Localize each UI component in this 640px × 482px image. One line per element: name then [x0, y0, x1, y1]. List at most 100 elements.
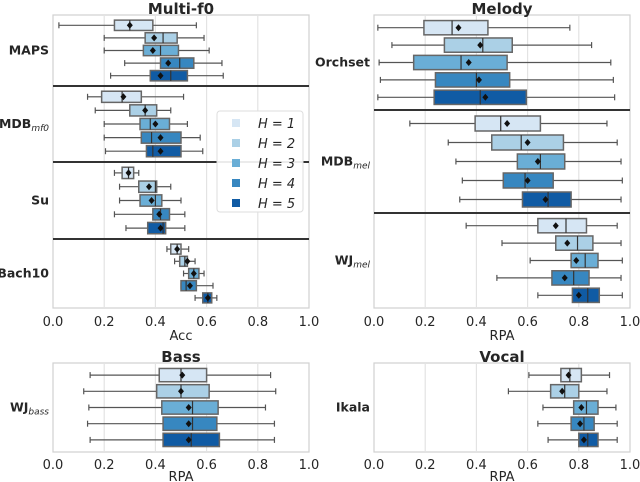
box-H1: [465, 217, 618, 234]
mean-marker: [174, 245, 181, 253]
x-tick-label: 0.0: [43, 458, 64, 473]
box-H3: [103, 44, 210, 57]
box-H2: [83, 383, 277, 399]
box-iqr: [113, 19, 154, 32]
mean-marker: [561, 274, 568, 282]
mean-marker: [185, 436, 192, 444]
panel-melody: 0.0 0.2 0.4 0.6 0.8 1.0MelodyRPAOrchsetMDBmel…: [315, 0, 640, 344]
legend-label: H = 4: [258, 177, 295, 192]
box-H5: [377, 89, 616, 106]
mean-marker: [186, 282, 193, 290]
box-iqr: [144, 31, 178, 44]
box-H5: [125, 221, 186, 235]
mean-marker: [157, 147, 164, 155]
box-H1: [528, 367, 611, 383]
box-H4: [180, 279, 214, 292]
x-tick-label: 0.2: [415, 315, 436, 330]
mean-marker: [165, 59, 172, 67]
legend-swatch-H2: [232, 139, 240, 147]
box-H4: [461, 172, 623, 189]
box-H3: [182, 267, 205, 280]
mean-marker: [542, 196, 549, 203]
group-label: WJmel: [335, 253, 371, 271]
mean-marker: [204, 294, 211, 302]
box-H1: [58, 19, 197, 32]
box-H1: [113, 166, 140, 180]
box-H5: [537, 287, 623, 304]
box-iqr: [555, 235, 594, 251]
x-axis-label: RPA: [490, 470, 515, 482]
mean-marker: [524, 139, 531, 146]
box-H1: [86, 90, 185, 104]
x-tick-label: 0.8: [247, 458, 268, 473]
mean-marker: [559, 387, 566, 395]
legend-label: H = 2: [258, 137, 295, 152]
x-axis-label: RPA: [169, 470, 194, 482]
mean-marker: [184, 257, 191, 265]
chart-title: Melody: [471, 0, 532, 18]
mean-marker: [146, 183, 152, 191]
group-label-name: Ikala: [336, 400, 370, 415]
x-tick-label: 0.6: [196, 458, 217, 473]
box-H3: [88, 400, 267, 415]
box-H4: [124, 57, 223, 70]
x-tick-label: 0.4: [466, 458, 487, 473]
box-H3: [378, 54, 612, 71]
group-label: Ikala: [336, 400, 370, 415]
panel-bass: 0.0 0.2 0.4 0.6 0.8 1.0 Bass RPA WJbass: [10, 348, 319, 482]
x-tick-label: 0.0: [43, 315, 64, 330]
legend-swatch-H3: [232, 159, 240, 167]
mean-marker: [504, 120, 511, 127]
group-label: Orchset: [315, 55, 370, 70]
mean-marker: [149, 47, 156, 54]
x-tick-label: 0.6: [517, 315, 538, 330]
box-H1: [89, 367, 272, 383]
mean-marker: [185, 420, 192, 428]
mean-marker: [120, 93, 127, 101]
x-tick-label: 1.0: [620, 315, 640, 330]
mean-marker: [179, 371, 186, 379]
x-tick-label: 0.0: [364, 315, 385, 330]
box-H4: [113, 207, 186, 221]
box-iqr: [551, 270, 590, 286]
group-label-subscript: mel: [353, 261, 370, 271]
box-iqr: [572, 400, 599, 415]
box-iqr: [145, 144, 182, 158]
mean-marker: [157, 134, 164, 142]
box-H2: [507, 383, 608, 399]
group-label: MDBmf0: [0, 116, 49, 134]
group-label: MDBmel: [321, 154, 371, 172]
group-label: MAPS: [9, 43, 49, 58]
box-H2: [94, 104, 172, 117]
mean-marker: [455, 24, 462, 32]
group-label: WJbass: [10, 400, 49, 418]
box-H5: [194, 292, 218, 304]
mean-marker: [148, 197, 155, 204]
group-label-name: Su: [31, 193, 49, 208]
x-tick-label: 0.4: [466, 315, 487, 330]
group-label-name: Bach10: [0, 266, 49, 281]
legend-label: H = 5: [258, 197, 295, 212]
box-H2: [391, 37, 593, 53]
mean-marker: [575, 291, 582, 299]
legend-label: H = 1: [258, 117, 295, 132]
panel-vocal: 0.0 0.2 0.4 0.6 0.8 1.0 Vocal RPA Ikala: [336, 348, 640, 482]
mean-marker: [125, 169, 132, 177]
mean-marker: [178, 387, 184, 395]
x-tick-label: 0.2: [94, 458, 115, 473]
box-H1: [166, 243, 190, 255]
box-H1: [377, 19, 571, 36]
mean-marker: [524, 177, 531, 184]
legend: H = 1 H = 2 H = 3 H = 4 H = 5: [216, 110, 304, 213]
x-tick-label: 0.0: [364, 458, 385, 473]
box-H2: [118, 180, 172, 194]
box-H4: [496, 270, 622, 286]
group-label-name: WJ: [10, 400, 28, 415]
box-H5: [547, 432, 618, 448]
box-iqr: [537, 217, 588, 234]
mean-marker: [565, 371, 572, 379]
mean-marker: [564, 239, 571, 247]
mean-marker: [573, 257, 580, 264]
x-tick-label: 0.6: [517, 458, 538, 473]
mean-marker: [477, 41, 484, 49]
